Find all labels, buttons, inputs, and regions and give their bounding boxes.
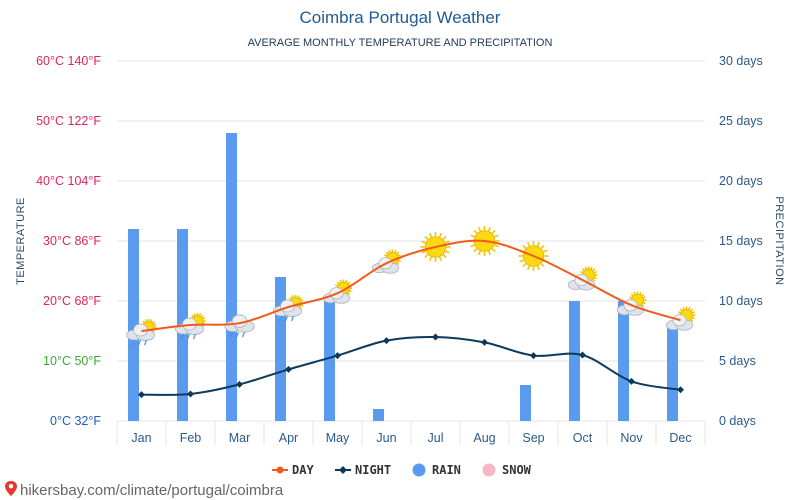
location-pin-icon [5,481,17,496]
chart-subtitle: AVERAGE MONTHLY TEMPERATURE AND PRECIPIT… [248,37,553,49]
night-point [677,386,684,394]
legend-item-rain[interactable]: RAIN [412,463,461,477]
footer-link[interactable]: hikersbay.com/climate/portugal/coimbra [20,482,284,499]
rain-bar [569,301,580,421]
footer: hikersbay.com/climate/portugal/coimbra [5,481,284,499]
night-point [334,352,341,360]
night-point [383,337,390,345]
x-tick-label: Feb [180,431,202,445]
y-tick-label-right: 0 days [719,414,756,428]
night-point [579,351,586,359]
rain-bar [667,325,678,421]
right-axis-title: PRECIPITATION [773,196,785,285]
rain-bar [128,229,139,421]
legend-item-night[interactable]: NIGHT [335,463,391,477]
rain-bar [373,409,384,421]
x-tick-label: Jun [376,431,396,445]
x-tick-label: Nov [620,431,643,445]
grid [116,60,706,445]
night-point [236,380,243,388]
cloud-sun-icon [322,279,353,304]
y-tick-label-left: 10°C 50°F [43,354,101,368]
x-tick-label: Mar [229,431,251,445]
y-tick-label-left: 20°C 68°F [43,294,101,308]
night-point [187,390,194,398]
rain-bars [128,133,678,421]
y-tick-label-left: 0°C 32°F [50,414,101,428]
y-tick-label-right: 10 days [719,294,763,308]
rain-bar [520,385,531,421]
legend: DAY NIGHT RAIN SNOW [272,463,532,477]
x-tick-label: Aug [473,431,495,445]
x-tick-label: May [326,431,350,445]
temperature-lines [138,239,684,399]
axes: 60°C 140°F 50°C 122°F 40°C 104°F 30°C 86°F 2… [36,54,763,445]
legend-label: DAY [292,463,314,477]
rain-bar [618,301,629,421]
x-tick-label: Jan [131,431,151,445]
night-point [628,377,635,385]
y-tick-label-right: 25 days [719,114,763,128]
y-tick-label-left: 30°C 86°F [43,234,101,248]
night-point [530,352,537,360]
y-tick-label-right: 15 days [719,234,763,248]
y-tick-label-left: 40°C 104°F [36,174,101,188]
x-tick-label: Apr [279,431,298,445]
night-point [138,391,145,399]
y-tick-label-right: 30 days [719,54,763,68]
legend-item-day[interactable]: DAY [272,463,314,477]
y-tick-label-right: 20 days [719,174,763,188]
rain-bar [275,277,286,421]
weather-icons [126,226,696,346]
legend-label: NIGHT [355,463,391,477]
legend-label: SNOW [502,463,532,477]
night-point [432,333,439,341]
left-axis-title: TEMPERATURE [15,197,27,285]
legend-label: RAIN [432,463,461,477]
night-point [285,365,292,373]
night-temperature-line [141,335,681,396]
rain-bar [324,301,335,421]
y-tick-label-left: 50°C 122°F [36,114,101,128]
x-tick-label: Sep [522,431,544,445]
night-point [481,338,488,346]
rain-bar [226,133,237,421]
x-tick-label: Oct [573,431,593,445]
y-tick-label-left: 60°C 140°F [36,54,101,68]
chart-title: Coimbra Portugal Weather [300,8,501,27]
x-tick-label: Jul [428,431,444,445]
x-tick-label: Dec [669,431,691,445]
legend-item-snow[interactable]: SNOW [482,463,532,477]
day-temperature-line [141,239,681,332]
y-tick-label-right: 5 days [719,354,756,368]
